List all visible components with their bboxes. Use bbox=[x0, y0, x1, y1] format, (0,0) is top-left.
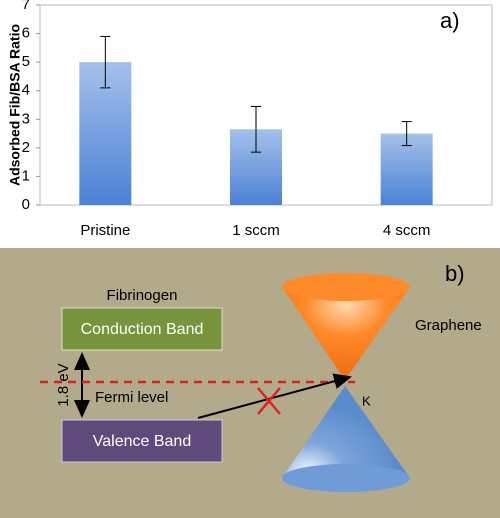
y-axis-label: Adsorbed Fib/BSA Ratio bbox=[7, 24, 23, 186]
conduction-band-label: Conduction Band bbox=[81, 321, 204, 338]
valence-band-box bbox=[61, 419, 223, 463]
bar-chart: a) Adsorbed Fib/BSA Ratio 0 1 2 3 4 5 6 7 Pristi… bbox=[7, 0, 493, 239]
y-tick-label: 0 bbox=[22, 196, 30, 213]
panel-label: a) bbox=[440, 8, 460, 33]
x-tick-label: 1 sccm bbox=[232, 222, 280, 239]
y-tick-label: 5 bbox=[22, 53, 30, 70]
y-tick-label: 6 bbox=[22, 25, 30, 42]
conduction-cone bbox=[282, 287, 410, 380]
x-tick-label: 4 sccm bbox=[383, 222, 431, 239]
fibrinogen-label: Fibrinogen bbox=[107, 287, 178, 304]
blocked-mark bbox=[257, 387, 281, 415]
y-tick-label: 1 bbox=[22, 167, 30, 184]
band-diagram: b) Fibrinogen Conduction Band Valence Ba… bbox=[0, 248, 500, 518]
cone-top bbox=[282, 273, 410, 301]
k-label: K bbox=[362, 393, 371, 408]
graphene-label: Graphene bbox=[415, 317, 482, 334]
panel-label: b) bbox=[445, 261, 465, 286]
y-tick-label: 4 bbox=[22, 82, 30, 99]
y-tick-label: 3 bbox=[22, 110, 30, 127]
valence-band-label: Valence Band bbox=[93, 433, 191, 450]
gap-label: 1.8 eV bbox=[55, 363, 72, 406]
valence-cone bbox=[282, 386, 410, 478]
fermi-level-label: Fermi level bbox=[95, 389, 168, 406]
transfer-arrow bbox=[197, 373, 352, 419]
cone-bottom bbox=[282, 464, 410, 492]
conduction-band-box bbox=[61, 307, 223, 351]
y-tick-label: 7 bbox=[22, 0, 30, 13]
y-tick-label: 2 bbox=[22, 139, 30, 156]
x-tick-label: Pristine bbox=[80, 222, 130, 239]
